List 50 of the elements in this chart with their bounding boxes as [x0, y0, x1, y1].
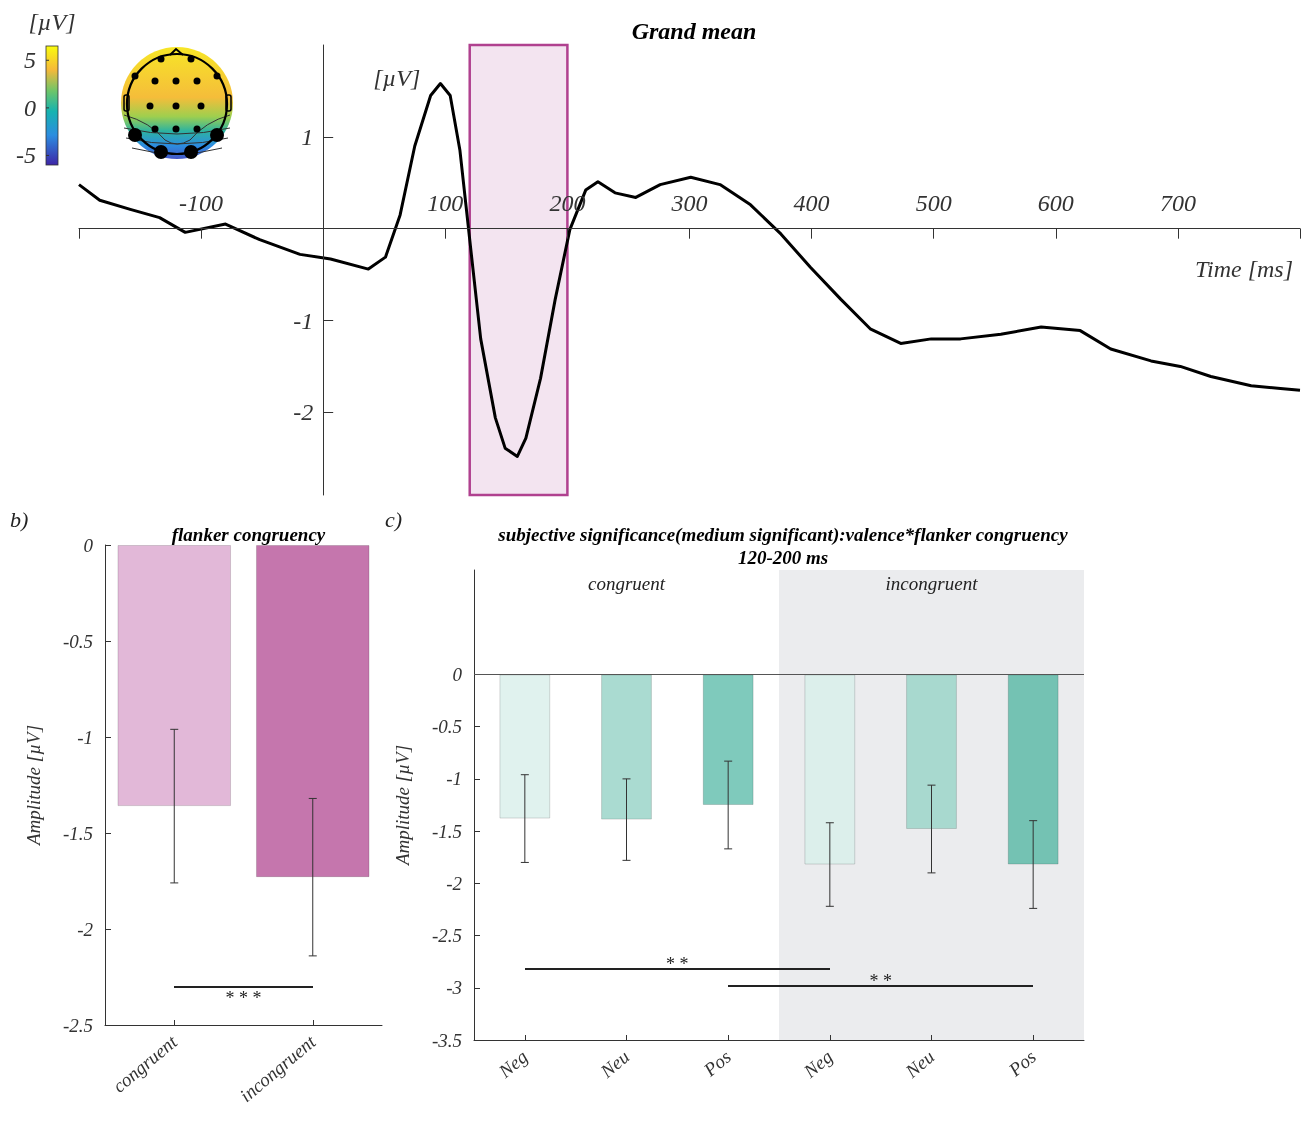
colorbar: -5 0 5 — [16, 45, 59, 169]
annotation: congruent — [587, 573, 666, 594]
x-tick-label: Neg — [798, 1045, 837, 1083]
y-tick-label: -0.5 — [62, 630, 93, 652]
y-tick-label: -0.5 — [431, 716, 462, 738]
y-tick-label: -2 — [446, 872, 463, 894]
y-tick-label: -1 — [77, 726, 93, 748]
x-tick-label: -100 — [179, 189, 224, 216]
y-tick-label: -2 — [293, 399, 314, 426]
y-tick-label: -1.5 — [62, 822, 93, 844]
y-tick-label: -2.5 — [62, 1014, 93, 1036]
x-tick-label: 100 — [427, 189, 464, 216]
y-tick-label: -1 — [446, 768, 462, 790]
y-axis-title: Amplitude [µV] — [392, 744, 413, 868]
text: c) — [385, 506, 403, 532]
x-axis-title: Time [ms] — [1194, 255, 1293, 282]
color-bar-label: 0 — [24, 94, 36, 121]
y-tick-label: 0 — [83, 534, 94, 556]
chart-title: Grand mean — [631, 18, 757, 44]
x-tick-label: Pos — [698, 1045, 735, 1082]
color-bar-title: [µV] — [28, 9, 76, 35]
x-tick-label: 300 — [670, 189, 708, 216]
y-tick-label: -1 — [293, 307, 314, 334]
y-tick-label: 1 — [301, 123, 314, 150]
annotation: * * — [666, 953, 689, 974]
x-tick-label: 400 — [793, 189, 830, 216]
x-tick-label: 700 — [1159, 189, 1196, 216]
annotation: incongruent — [885, 573, 979, 594]
chart-subtitle: 120-200 ms — [737, 547, 829, 568]
chart-title: flanker congruency — [171, 524, 326, 545]
annotation: * * — [869, 970, 892, 991]
y-axis-title: Amplitude [µV] — [23, 724, 44, 848]
y-tick-label: -3 — [446, 977, 462, 999]
annotation: * * * — [225, 987, 262, 1008]
y-tick-label: -2.5 — [431, 925, 462, 947]
color-bar-label: -5 — [16, 142, 36, 169]
x-tick-label: 600 — [1037, 189, 1074, 216]
y-tick-label: -2 — [77, 918, 94, 940]
y-axis-title: [µV] — [373, 65, 421, 91]
x-tick-label: Neg — [493, 1045, 532, 1083]
color-bar-label: 5 — [24, 47, 36, 74]
x-tick-label: 500 — [915, 189, 952, 216]
x-tick-label: Neu — [595, 1045, 634, 1083]
y-tick-label: 0 — [452, 663, 463, 685]
chart-title: subjective significance(medium significant):valence*flanker congruency — [497, 524, 1069, 546]
text: b) — [10, 506, 29, 532]
x-tick-label: Neu — [900, 1045, 939, 1083]
x-tick-label: Pos — [1003, 1045, 1040, 1082]
y-tick-label: -1.5 — [431, 820, 462, 842]
y-tick-label: -3.5 — [431, 1029, 462, 1051]
